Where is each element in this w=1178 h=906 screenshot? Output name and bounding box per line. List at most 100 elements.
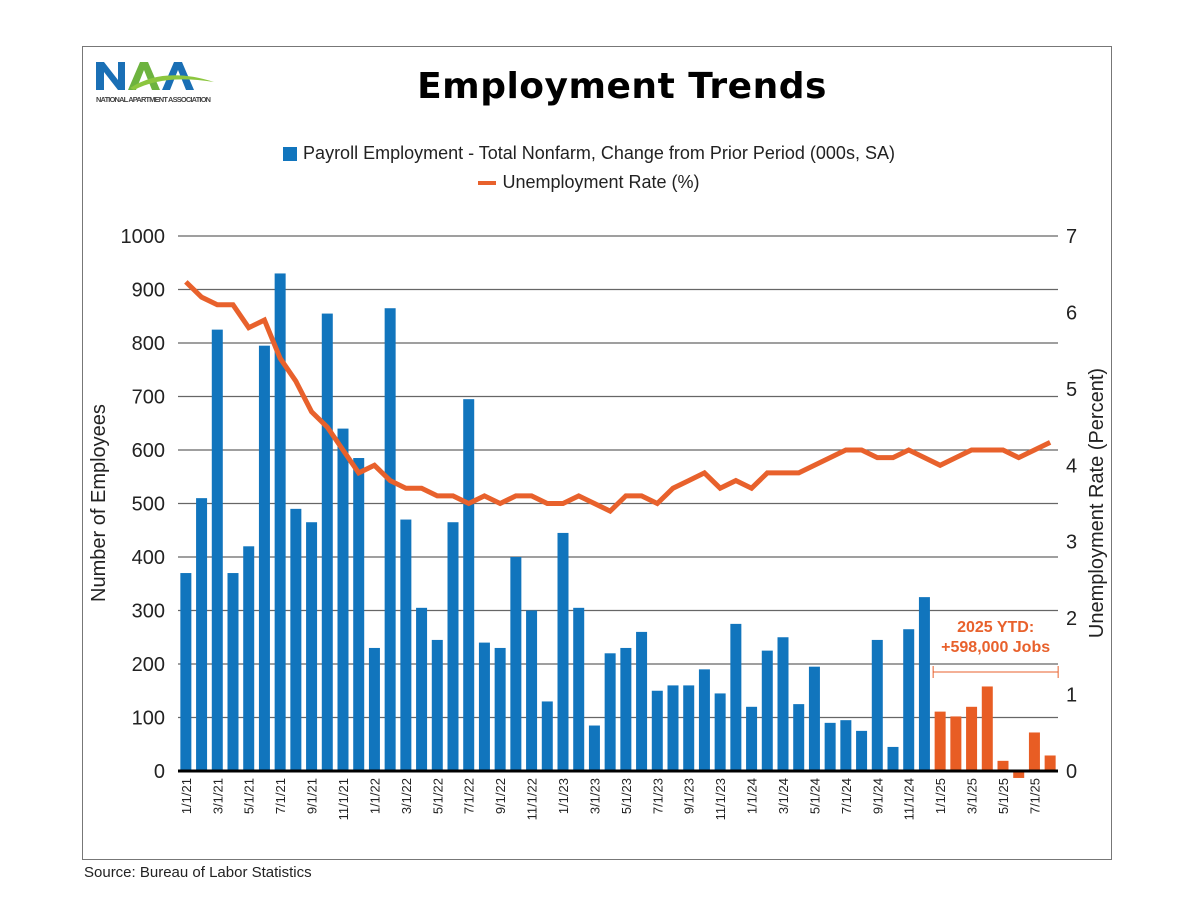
bar <box>400 519 412 771</box>
bar <box>258 345 270 771</box>
x-tick-label: 9/1/21 <box>305 778 320 814</box>
bar <box>1028 732 1040 771</box>
bar <box>683 685 695 771</box>
x-tick-label: 1/1/21 <box>179 778 194 814</box>
x-tick-label: 7/1/24 <box>839 778 854 814</box>
bar <box>950 716 962 771</box>
bar <box>604 653 616 771</box>
y-tick-label: 100 <box>132 708 165 730</box>
y-tick-label: 300 <box>132 601 165 623</box>
legend-item-payroll: Payroll Employment - Total Nonfarm, Chan… <box>0 143 1178 164</box>
unemployment-line <box>184 280 1052 515</box>
bar <box>808 666 820 771</box>
y-tick-label: 0 <box>154 761 165 783</box>
x-tick-label: 5/1/21 <box>242 778 257 814</box>
bar <box>698 669 710 771</box>
bar <box>478 642 490 771</box>
x-tick-label: 11/1/22 <box>525 778 540 820</box>
x-tick-label: 11/1/21 <box>336 778 351 820</box>
bar <box>761 650 773 771</box>
y2-axis-title: Unemployment Rate (Percent) <box>1086 368 1108 638</box>
y2-tick-label: 1 <box>1066 685 1077 707</box>
bar <box>557 532 569 771</box>
bar <box>903 629 915 771</box>
chart-title: Employment Trends <box>417 66 827 107</box>
bar <box>636 631 648 771</box>
bar <box>321 313 333 771</box>
bar <box>934 711 946 771</box>
x-tick-label: 3/1/22 <box>399 778 414 814</box>
bar <box>730 623 742 771</box>
x-tick-label: 1/1/22 <box>367 778 382 814</box>
legend-item-unemployment: Unemployment Rate (%) <box>0 172 1178 193</box>
source-note: Source: Bureau of Labor Statistics <box>84 864 312 881</box>
y2-tick-label: 2 <box>1066 608 1077 630</box>
y-tick-label: 700 <box>132 387 165 409</box>
bar <box>526 610 538 771</box>
bar <box>447 522 459 771</box>
bar <box>966 706 978 771</box>
bar <box>777 637 789 771</box>
bar <box>510 557 522 771</box>
x-tick-label: 3/1/24 <box>776 778 791 814</box>
chart-frame <box>82 46 1112 860</box>
bar <box>431 639 443 771</box>
y-tick-label: 400 <box>132 547 165 569</box>
legend-swatch-bar <box>283 147 298 162</box>
x-tick-label: 7/1/23 <box>650 778 665 814</box>
bar <box>180 573 192 771</box>
bar <box>824 722 836 771</box>
bar <box>918 597 930 771</box>
bar <box>840 720 852 771</box>
bar <box>243 546 255 771</box>
bar <box>306 522 318 771</box>
bar <box>997 760 1009 771</box>
bar <box>746 706 758 771</box>
bar <box>793 704 805 771</box>
x-tick-label: 9/1/22 <box>493 778 508 814</box>
bar <box>887 746 899 771</box>
y2-tick-label: 7 <box>1066 226 1077 248</box>
bar <box>1044 755 1056 771</box>
x-tick-label: 11/1/23 <box>713 778 728 820</box>
bar <box>856 730 868 771</box>
annotation-line2: +598,000 Jobs <box>941 639 1050 656</box>
y-tick-label: 500 <box>132 494 165 516</box>
x-tick-label: 9/1/24 <box>870 778 885 814</box>
annotation-line1: 2025 YTD: <box>957 619 1034 636</box>
y-axis-title: Number of Employees <box>88 404 110 602</box>
bar <box>463 399 475 771</box>
x-tick-label: 5/1/22 <box>430 778 445 814</box>
y-tick-label: 1000 <box>121 226 166 248</box>
x-tick-label: 9/1/23 <box>682 778 697 814</box>
naa-logo: NATIONAL APARTMENT ASSOCIATION <box>95 62 214 104</box>
bar <box>620 647 632 771</box>
bar <box>1013 771 1025 778</box>
legend-swatch-line <box>478 181 497 186</box>
bar <box>416 607 428 771</box>
x-tick-label: 7/1/25 <box>1027 778 1042 814</box>
bar <box>541 701 553 771</box>
x-tick-label: 3/1/21 <box>210 778 225 814</box>
y-tick-label: 600 <box>132 440 165 462</box>
x-tick-label: 7/1/21 <box>273 778 288 814</box>
bar <box>494 647 506 771</box>
logo-subtitle: NATIONAL APARTMENT ASSOCIATION <box>96 95 211 104</box>
bar <box>384 308 396 771</box>
y-tick-label: 900 <box>132 280 165 302</box>
bar <box>667 685 679 771</box>
y-tick-label: 200 <box>132 654 165 676</box>
bar <box>290 508 302 771</box>
y2-tick-label: 3 <box>1066 532 1077 554</box>
legend-label-unemployment: Unemployment Rate (%) <box>502 172 700 192</box>
bar <box>573 607 585 771</box>
legend-label-payroll: Payroll Employment - Total Nonfarm, Chan… <box>303 143 895 163</box>
y2-tick-label: 6 <box>1066 302 1077 324</box>
bar <box>274 273 286 771</box>
y2-tick-label: 0 <box>1066 761 1077 783</box>
bar <box>871 639 883 771</box>
bar <box>196 498 208 771</box>
x-tick-label: 7/1/22 <box>462 778 477 814</box>
bar <box>714 693 726 771</box>
